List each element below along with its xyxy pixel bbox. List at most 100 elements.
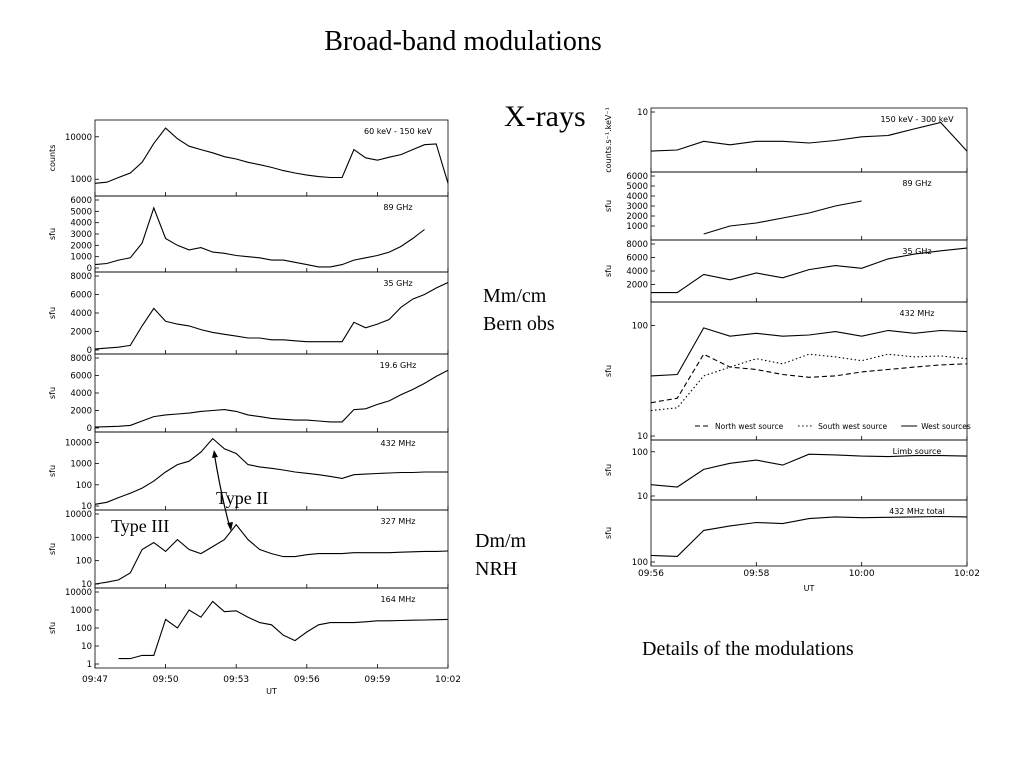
left-stack-panel-1-ytick-label: 4000 xyxy=(70,219,92,229)
left-stack-panel-0-series-0 xyxy=(94,127,449,184)
left-stack-panel-1-ytick-label: 5000 xyxy=(70,207,92,217)
left-stack-panel-6-ytick-label: 10 xyxy=(81,642,92,652)
left-stack-xtick-label: 09:50 xyxy=(153,675,179,685)
type-ii-arrowhead-bottom xyxy=(227,522,233,531)
left-stack-panel-5-series-0 xyxy=(94,523,449,585)
right-stack-panel-1-series-0 xyxy=(703,200,862,235)
right-stack-panel-4-ytick-label: 10 xyxy=(637,492,648,502)
left-stack-panel-1-name: 89 GHz xyxy=(383,203,412,212)
right-stack-panel-0-ytick-label: 10 xyxy=(637,108,648,118)
left-stack-panel-0-ytick-label: 1000 xyxy=(70,175,92,185)
left-stack-panel-2-ytick-label: 6000 xyxy=(70,291,92,301)
left-stack-panel-3-ytick-label: 4000 xyxy=(70,389,92,399)
right-stack-panel-5-ylabel: sfu xyxy=(604,527,613,539)
left-stack-panel-6-ylabel: sfu xyxy=(48,622,57,634)
right-stack-panel-1-ytick-label: 4000 xyxy=(626,192,648,202)
right-stack-panel-4-ytick-label: 100 xyxy=(632,448,648,458)
bern-obs-line: Bern obs xyxy=(483,313,555,335)
left-stack-panel-2-name: 35 GHz xyxy=(383,279,412,288)
left-stack-panel-3-ytick-label: 6000 xyxy=(70,372,92,382)
left-stack-panel-4-ytick-label: 10000 xyxy=(65,438,92,448)
right-stack-panel-3-series-1 xyxy=(650,353,968,404)
left-stack-xtick-label: 09:47 xyxy=(82,675,108,685)
right-stack-panel-0-series-0 xyxy=(650,121,968,152)
left-stack-panel-4-ylabel: sfu xyxy=(48,465,57,477)
dm-m-line1: Dm/m xyxy=(475,530,527,552)
left-stack-panel-5-name: 327 MHz xyxy=(381,517,416,526)
right-stack-panel-3-series-0 xyxy=(650,327,968,377)
left-stack-panel-5-ytick-label: 1000 xyxy=(70,533,92,543)
dm-m-label: Dm/m NRH xyxy=(475,527,526,583)
right-stack-panel-5-series-0 xyxy=(650,515,968,557)
right-stack-panel-2-ytick-label: 8000 xyxy=(626,240,648,250)
type-ii-arrow-line xyxy=(213,451,231,529)
left-stack-panel-6-series-0 xyxy=(118,600,449,660)
right-stack-panel-4-series-0 xyxy=(650,453,968,488)
left-stack-panel-4-series-0 xyxy=(94,437,448,505)
left-stack-xtick-label: 09:53 xyxy=(223,675,249,685)
right-stack-xtick-label: 09:56 xyxy=(638,569,664,579)
right-stack-panel-2-ylabel: sfu xyxy=(604,265,613,277)
right-stack-panel-1-name: 89 GHz xyxy=(902,179,931,188)
right-stack-panel-3-series-2 xyxy=(650,353,968,412)
right-stack-xlabel: UT xyxy=(804,584,815,593)
left-stack-panel-5-ytick-label: 10 xyxy=(81,580,92,590)
left-stack-panel-1-ytick-label: 1000 xyxy=(70,253,92,263)
right-stack-panel-1-ylabel: sfu xyxy=(604,200,613,212)
right-stack-panel-1-ytick-label: 1000 xyxy=(626,222,648,232)
left-stack-panel-5-ylabel: sfu xyxy=(48,543,57,555)
left-stack-xlabel: UT xyxy=(266,687,277,696)
left-stack-panel-3-ytick-label: 0 xyxy=(87,424,92,434)
details-caption: Details of the modulations xyxy=(642,638,854,660)
left-stack-panel-3-ylabel: sfu xyxy=(48,387,57,399)
right-stack-panel-4-ylabel: sfu xyxy=(604,464,613,476)
right-stack-panel-5-ytick-label: 100 xyxy=(632,558,648,568)
right-stack-panel-2-ytick-label: 6000 xyxy=(626,254,648,264)
right-stack-panel-0-name: 150 keV - 300 keV xyxy=(880,115,954,124)
right-stack-panel-3-legend-label-2: West sources xyxy=(921,422,971,431)
type-ii-arrowhead-top xyxy=(212,450,218,458)
left-stack-xtick-label: 10:02 xyxy=(435,675,461,685)
left-stack-panel-4-ytick-label: 10 xyxy=(81,502,92,512)
right-stack-panel-3-name: 432 MHz xyxy=(900,309,935,318)
right-stack-panel-3-legend-label-1: South west source xyxy=(818,422,887,431)
type-iii-label: Type III xyxy=(111,516,170,536)
slide-title: Broad-band modulations xyxy=(324,26,602,57)
left-stack-panel-6-ytick-label: 1000 xyxy=(70,606,92,616)
right-stack-panel-0-ylabel: counts.s⁻¹.keV⁻¹ xyxy=(604,107,613,173)
right-stack-panel-2-ytick-label: 4000 xyxy=(626,267,648,277)
left-stack-panel-1-ylabel: sfu xyxy=(48,228,57,240)
left-stack-panel-5-ytick-label: 10000 xyxy=(65,510,92,520)
left-stack-panel-4-name: 432 MHz xyxy=(381,439,416,448)
right-stack-panel-1-ytick-label: 3000 xyxy=(626,202,648,212)
left-stack-panel-6-ytick-label: 100 xyxy=(76,624,92,634)
left-stack-panel-3-name: 19.6 GHz xyxy=(380,361,417,370)
left-stack-panel-0-name: 60 keV - 150 keV xyxy=(364,127,433,136)
left-stack-panel-1-series-0 xyxy=(94,206,425,268)
left-stack-panel-4-ytick-label: 1000 xyxy=(70,460,92,470)
right-stack-panel-5-frame xyxy=(650,499,968,567)
right-stack-xtick-label: 10:02 xyxy=(954,569,980,579)
left-stack-panel-6-name: 164 MHz xyxy=(381,595,416,604)
right-stack-panel-3-ylabel: sfu xyxy=(604,365,613,377)
left-stack-panel-1-ytick-label: 0 xyxy=(87,264,92,274)
left-stack-panel-1-ytick-label: 6000 xyxy=(70,196,92,206)
right-stack-panel-2-series-0 xyxy=(651,247,968,294)
right-stack-panel-3-legend-label-0: North west source xyxy=(715,422,784,431)
left-stack-panel-0-ytick-label: 10000 xyxy=(65,133,92,143)
right-stack-panel-1-ytick-label: 5000 xyxy=(626,182,648,192)
left-stack-xtick-label: 09:56 xyxy=(294,675,320,685)
right-stack-panel-2-ytick-label: 2000 xyxy=(626,281,648,291)
left-stack-panel-6-ytick-label: 1 xyxy=(87,660,92,670)
right-stack-panel-4-name: Limb source xyxy=(893,447,942,456)
right-stack-xtick-label: 10:00 xyxy=(849,569,875,579)
left-stack-panel-2-ytick-label: 8000 xyxy=(70,272,92,282)
left-stack-panel-2-ytick-label: 0 xyxy=(87,346,92,356)
type-ii-label: Type II xyxy=(216,488,269,508)
right-stack-xtick-label: 09:58 xyxy=(743,569,769,579)
left-stack-panel-2-ylabel: sfu xyxy=(48,307,57,319)
left-stack-panel-2-ytick-label: 4000 xyxy=(70,309,92,319)
right-stack-panel-3-ytick-label: 100 xyxy=(632,321,648,331)
left-stack-panel-4-ytick-label: 100 xyxy=(76,481,92,491)
